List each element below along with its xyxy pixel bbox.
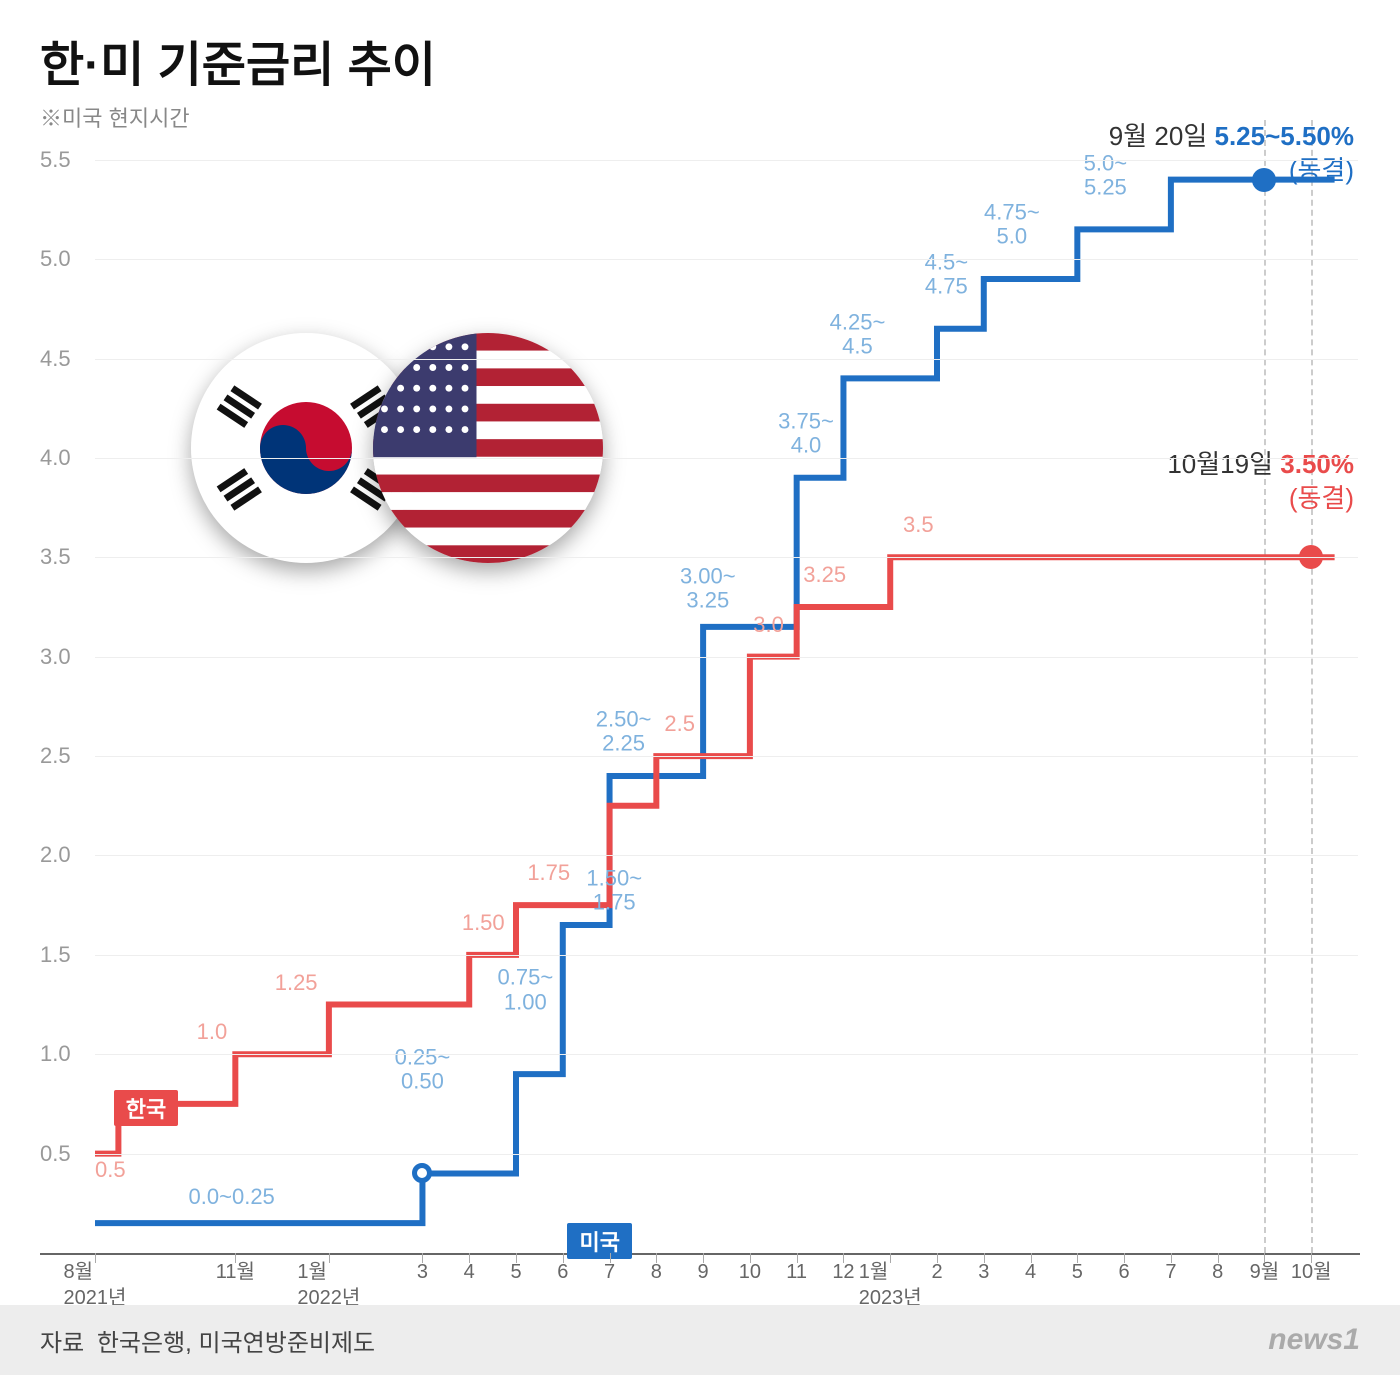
- chart-area: 미국0.0~0.250.25~0.500.75~1.001.50~1.752.5…: [40, 120, 1360, 1255]
- source-value: 한국은행, 미국연방준비제도: [97, 1330, 375, 1357]
- x-tick: [984, 1253, 985, 1263]
- gridline: [95, 1054, 1358, 1055]
- korea-value-label: 1.0: [197, 1020, 228, 1044]
- us-value-label: 2.50~2.25: [596, 708, 652, 756]
- korea-value-label: 3.5: [903, 513, 934, 537]
- y-axis-label: 0.5: [40, 1141, 71, 1167]
- gridline: [95, 657, 1358, 658]
- x-tick: [235, 1253, 236, 1263]
- x-tick: [469, 1253, 470, 1263]
- gridline: [95, 557, 1358, 558]
- x-tick: [610, 1253, 611, 1263]
- us-value-label: 3.00~3.25: [680, 565, 736, 613]
- x-tick: [890, 1253, 891, 1263]
- us-value-label: 0.0~0.25: [189, 1185, 275, 1209]
- infographic-container: 한·미 기준금리 추이 ※미국 현지시간 미국 0.0~0.25 0.25~0.50…: [0, 0, 1400, 1375]
- source-text: 자료 한국은행, 미국연방준비제도: [40, 1323, 375, 1358]
- x-tick: [1171, 1253, 1172, 1263]
- y-axis-label: 4.5: [40, 346, 71, 372]
- us-value-label: 1.50~1.75: [586, 867, 642, 915]
- title-area: 한·미 기준금리 추이 ※미국 현지시간: [0, 0, 1400, 133]
- x-tick: [1031, 1253, 1032, 1263]
- gridline: [95, 458, 1358, 459]
- x-tick: [1077, 1253, 1078, 1263]
- y-axis-label: 2.5: [40, 743, 71, 769]
- korea-value-label: 0.5: [95, 1157, 126, 1181]
- us-value-label: 3.75~4.0: [778, 410, 834, 458]
- us-ring-marker: [412, 1163, 432, 1183]
- x-tick: [1311, 1253, 1312, 1263]
- us-flag-icon: [373, 333, 603, 563]
- x-tick: [937, 1253, 938, 1263]
- lines-svg: [95, 120, 1358, 1253]
- gridline: [95, 259, 1358, 260]
- us-value-label: 0.75~1.00: [498, 966, 554, 1014]
- gridline: [95, 756, 1358, 757]
- x-axis-label: 8월2021년: [64, 1259, 127, 1311]
- x-tick: [703, 1253, 704, 1263]
- y-axis-label: 1.0: [40, 1041, 71, 1067]
- x-tick: [1124, 1253, 1125, 1263]
- us-value-label: 4.75~5.0: [984, 201, 1040, 249]
- korea-value-label: 3.0: [753, 613, 784, 637]
- gridline: [95, 1154, 1358, 1155]
- gridline: [95, 955, 1358, 956]
- x-axis-label: 1월2023년: [859, 1259, 922, 1311]
- us-value-label: 4.25~4.5: [830, 310, 886, 358]
- x-tick: [1264, 1253, 1265, 1263]
- y-axis-label: 3.0: [40, 644, 71, 670]
- source-label: 자료: [40, 1330, 84, 1357]
- x-tick: [422, 1253, 423, 1263]
- y-axis-label: 5.0: [40, 246, 71, 272]
- x-tick: [797, 1253, 798, 1263]
- us-value-label: 0.25~0.50: [395, 1046, 451, 1094]
- x-tick: [329, 1253, 330, 1263]
- korea-value-label: 2.5: [664, 712, 695, 736]
- us-value-label: 4.5~4.75: [925, 251, 968, 299]
- korea-series-badge: 한국: [114, 1090, 178, 1126]
- y-axis-label: 2.0: [40, 842, 71, 868]
- korea-value-label: 1.75: [527, 861, 570, 885]
- gridline: [95, 855, 1358, 856]
- x-tick: [750, 1253, 751, 1263]
- y-axis-label: 1.5: [40, 942, 71, 968]
- y-axis-label: 4.0: [40, 445, 71, 471]
- korea-value-label: 1.50: [462, 911, 505, 935]
- x-tick: [563, 1253, 564, 1263]
- korea-value-label: 1.25: [275, 970, 318, 994]
- brand-logo: news1: [1268, 1323, 1360, 1357]
- x-tick: [1218, 1253, 1219, 1263]
- footer: 자료 한국은행, 미국연방준비제도 news1: [0, 1305, 1400, 1375]
- x-axis-label: 1월2022년: [297, 1259, 360, 1311]
- korea-value-label: 3.25: [803, 563, 846, 587]
- plot-region: 미국0.0~0.250.25~0.500.75~1.001.50~1.752.5…: [95, 120, 1358, 1253]
- y-axis-label: 5.5: [40, 147, 71, 173]
- x-tick: [843, 1253, 844, 1263]
- gridline: [95, 160, 1358, 161]
- us-annotation: 9월 20일 5.25~5.50%(동결): [1109, 120, 1354, 188]
- gridline: [95, 359, 1358, 360]
- chart-title: 한·미 기준금리 추이: [40, 25, 1360, 95]
- x-tick: [516, 1253, 517, 1263]
- x-tick: [95, 1253, 96, 1263]
- x-tick: [656, 1253, 657, 1263]
- y-axis-label: 3.5: [40, 544, 71, 570]
- us-series-badge: 미국: [567, 1223, 631, 1259]
